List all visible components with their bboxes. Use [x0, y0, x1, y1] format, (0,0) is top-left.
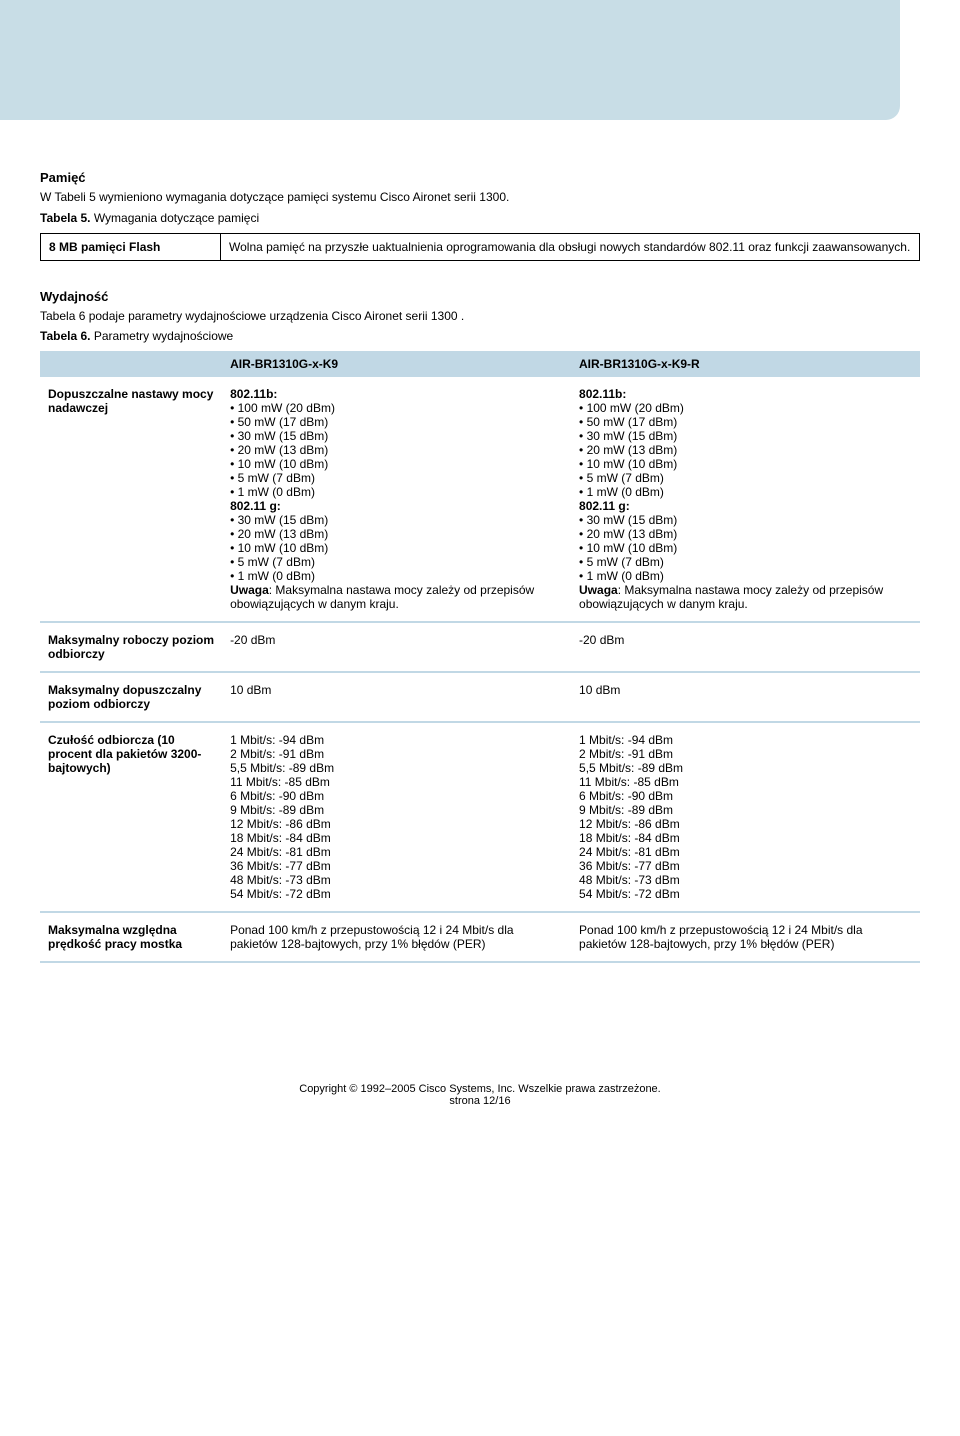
- list-item: 20 mW (13 dBm): [579, 443, 912, 457]
- copyright-text: Copyright © 1992–2005 Cisco Systems, Inc…: [40, 1083, 920, 1095]
- tbl6-r3-c2: 1 Mbit/s: -94 dBm2 Mbit/s: -91 dBm5,5 Mb…: [571, 722, 920, 912]
- tbl6-r0-c2: 802.11b: 100 mW (20 dBm)50 mW (17 dBm)30…: [571, 377, 920, 622]
- list-item: 10 mW (10 dBm): [230, 541, 563, 555]
- list-item: 100 mW (20 dBm): [579, 401, 912, 415]
- table-6: AIR-BR1310G-x-K9 AIR-BR1310G-x-K9-R Dopu…: [40, 351, 920, 963]
- list-item: 1 mW (0 dBm): [230, 569, 563, 583]
- r0-c2-list1: 100 mW (20 dBm)50 mW (17 dBm)30 mW (15 d…: [579, 401, 912, 499]
- list-item: 30 mW (15 dBm): [579, 513, 912, 527]
- tbl6-r4-c1: Ponad 100 km/h z przepustowością 12 i 24…: [222, 912, 571, 962]
- section-performance: Wydajność Tabela 6 podaje parametry wyda…: [40, 289, 920, 964]
- list-item: 20 mW (13 dBm): [230, 527, 563, 541]
- tbl6-corner: [40, 351, 222, 377]
- table5-caption: Tabela 5. Wymagania dotyczące pamięci: [40, 210, 920, 227]
- r0-c1-head2: 802.11 g:: [230, 499, 563, 513]
- table-5: 8 MB pamięci Flash Wolna pamięć na przys…: [40, 233, 920, 261]
- intro-performance: Tabela 6 podaje parametry wydajnościowe …: [40, 308, 920, 325]
- r0-c1-note-t: : Maksymalna nastawa mocy zależy od prze…: [230, 583, 534, 611]
- list-item: 1 mW (0 dBm): [579, 569, 912, 583]
- tbl6-r3-label: Czułość odbiorcza (10 procent dla pakiet…: [40, 722, 222, 912]
- r0-c2-head1: 802.11b:: [579, 387, 912, 401]
- r0-c2-list2: 30 mW (15 dBm)20 mW (13 dBm)10 mW (10 dB…: [579, 513, 912, 583]
- list-item: 10 mW (10 dBm): [579, 541, 912, 555]
- list-item: 10 mW (10 dBm): [579, 457, 912, 471]
- list-item: 1 mW (0 dBm): [230, 485, 563, 499]
- heading-memory: Pamięć: [40, 170, 920, 185]
- table-row: Maksymalna względna prędkość pracy mostk…: [40, 912, 920, 962]
- section-memory: Pamięć W Tabeli 5 wymieniono wymagania d…: [40, 170, 920, 261]
- list-item: 100 mW (20 dBm): [230, 401, 563, 415]
- list-item: 50 mW (17 dBm): [230, 415, 563, 429]
- tbl6-r1-c1: -20 dBm: [222, 622, 571, 672]
- r0-c1-list2: 30 mW (15 dBm)20 mW (13 dBm)10 mW (10 dB…: [230, 513, 563, 583]
- list-item: 30 mW (15 dBm): [579, 429, 912, 443]
- table-header-row: AIR-BR1310G-x-K9 AIR-BR1310G-x-K9-R: [40, 351, 920, 377]
- tbl6-r1-label: Maksymalny roboczy poziom odbiorczy: [40, 622, 222, 672]
- r0-c2-note-b: Uwaga: [579, 583, 618, 597]
- r0-c2-note-t: : Maksymalna nastawa mocy zależy od prze…: [579, 583, 883, 611]
- list-item: 1 mW (0 dBm): [579, 485, 912, 499]
- tbl6-r4-c2: Ponad 100 km/h z przepustowością 12 i 24…: [571, 912, 920, 962]
- table-row: Dopuszczalne nastawy mocy nadawczej 802.…: [40, 377, 920, 622]
- list-item: 30 mW (15 dBm): [230, 429, 563, 443]
- tbl6-r2-c1: 10 dBm: [222, 672, 571, 722]
- tbl6-r2-label: Maksymalny dopuszczalny poziom odbiorczy: [40, 672, 222, 722]
- tbl6-r2-c2: 10 dBm: [571, 672, 920, 722]
- tbl6-col2-header: AIR-BR1310G-x-K9-R: [571, 351, 920, 377]
- tbl6-r0-label: Dopuszczalne nastawy mocy nadawczej: [40, 377, 222, 622]
- tbl6-r3-c1: 1 Mbit/s: -94 dBm2 Mbit/s: -91 dBm5,5 Mb…: [222, 722, 571, 912]
- table6-caption: Tabela 6. Parametry wydajnościowe: [40, 328, 920, 345]
- table5-label: Tabela 5.: [40, 211, 90, 225]
- list-item: 5 mW (7 dBm): [579, 555, 912, 569]
- top-banner: [0, 0, 900, 120]
- table6-title: Parametry wydajnościowe: [94, 329, 233, 343]
- footer: Copyright © 1992–2005 Cisco Systems, Inc…: [40, 1083, 920, 1107]
- r0-c2-head2: 802.11 g:: [579, 499, 912, 513]
- list-item: 20 mW (13 dBm): [579, 527, 912, 541]
- r0-c1-note: Uwaga: Maksymalna nastawa mocy zależy od…: [230, 583, 563, 611]
- table6-label: Tabela 6.: [40, 329, 90, 343]
- r0-c1-list1: 100 mW (20 dBm)50 mW (17 dBm)30 mW (15 d…: [230, 401, 563, 499]
- tbl6-r4-label: Maksymalna względna prędkość pracy mostk…: [40, 912, 222, 962]
- tbl5-row-value: Wolna pamięć na przyszłe uaktualnienia o…: [221, 233, 920, 260]
- table-row: Maksymalny roboczy poziom odbiorczy -20 …: [40, 622, 920, 672]
- table-row: Czułość odbiorcza (10 procent dla pakiet…: [40, 722, 920, 912]
- intro-memory: W Tabeli 5 wymieniono wymagania dotycząc…: [40, 189, 920, 206]
- tbl6-col1-header: AIR-BR1310G-x-K9: [222, 351, 571, 377]
- list-item: 5 mW (7 dBm): [230, 471, 563, 485]
- heading-performance: Wydajność: [40, 289, 920, 304]
- table5-title: Wymagania dotyczące pamięci: [94, 211, 259, 225]
- r0-c1-note-b: Uwaga: [230, 583, 269, 597]
- list-item: 5 mW (7 dBm): [579, 471, 912, 485]
- list-item: 30 mW (15 dBm): [230, 513, 563, 527]
- list-item: 20 mW (13 dBm): [230, 443, 563, 457]
- r0-c2-note: Uwaga: Maksymalna nastawa mocy zależy od…: [579, 583, 912, 611]
- table-row: 8 MB pamięci Flash Wolna pamięć na przys…: [41, 233, 920, 260]
- list-item: 5 mW (7 dBm): [230, 555, 563, 569]
- r0-c1-head1: 802.11b:: [230, 387, 563, 401]
- page-number: strona 12/16: [40, 1095, 920, 1107]
- table-row: Maksymalny dopuszczalny poziom odbiorczy…: [40, 672, 920, 722]
- tbl6-r1-c2: -20 dBm: [571, 622, 920, 672]
- tbl5-row-label: 8 MB pamięci Flash: [41, 233, 221, 260]
- list-item: 50 mW (17 dBm): [579, 415, 912, 429]
- tbl6-r0-c1: 802.11b: 100 mW (20 dBm)50 mW (17 dBm)30…: [222, 377, 571, 622]
- list-item: 10 mW (10 dBm): [230, 457, 563, 471]
